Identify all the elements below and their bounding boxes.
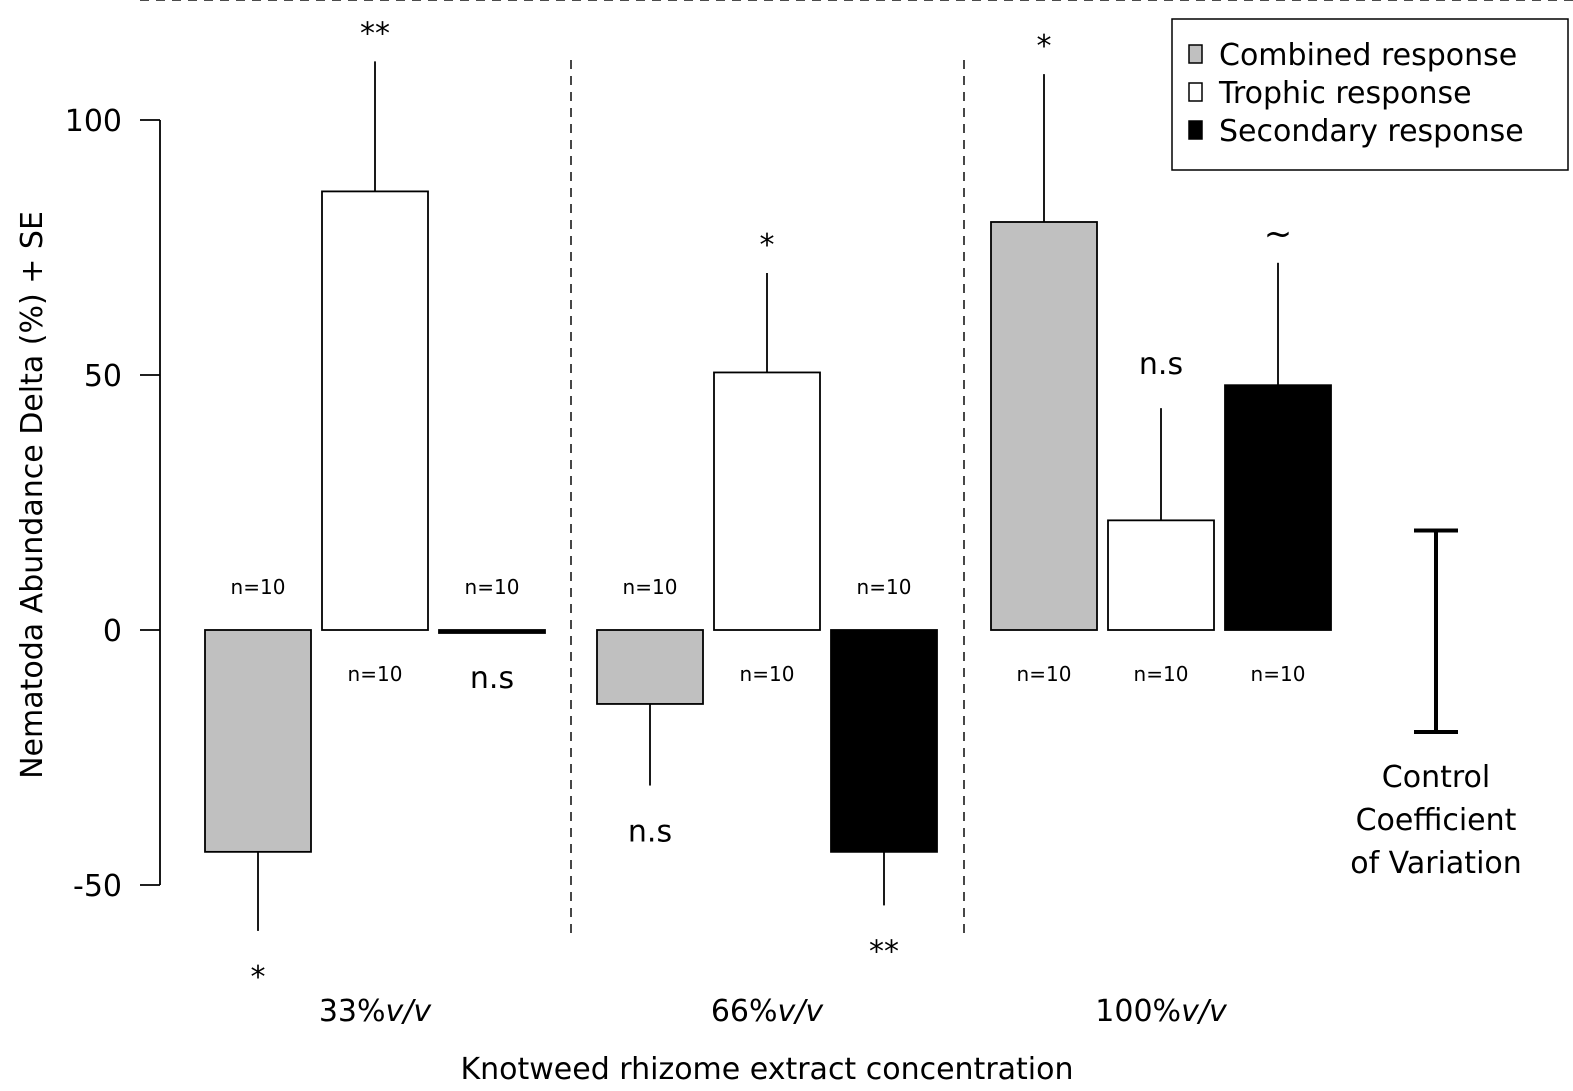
legend-label: Secondary response [1219, 114, 1524, 149]
group-separators [570, 60, 965, 935]
x-tick-label: 100%v/v [1095, 994, 1228, 1029]
category-value: 100% [1095, 994, 1181, 1029]
control-cv-label: Control [1382, 760, 1490, 795]
x-tick-label: 33%v/v [319, 994, 433, 1029]
bar-annotations: n=10 * n=10 n.s n=10 * n=10 ** n=10 * n=10 n.s n=10 n… [231, 16, 1306, 995]
significance-label: n.s [628, 815, 672, 850]
n-label: n=10 [1134, 662, 1189, 686]
bar-combined-response [596, 629, 704, 705]
significance-label: * [760, 228, 775, 263]
legend-swatch [1188, 44, 1203, 64]
category-unit: v/v [778, 994, 825, 1029]
x-axis: 33%v/v 66%v/v 100%v/v [319, 994, 1228, 1029]
category-value: 66% [711, 994, 778, 1029]
significance-label: n.s [1139, 347, 1183, 382]
bar-combined-response [204, 629, 312, 853]
bar-trophic-response [1107, 519, 1215, 631]
bar-secondary-response [438, 629, 546, 634]
bar-secondary-response [830, 629, 938, 853]
n-label: n=10 [1017, 662, 1072, 686]
y-tick-label: 50 [84, 359, 122, 394]
bars [204, 190, 1332, 853]
y-tick-label: 100 [65, 104, 122, 139]
bar-secondary-response [1224, 384, 1332, 631]
significance-label: ** [869, 934, 899, 969]
n-label: n=10 [857, 575, 912, 599]
n-label: n=10 [231, 575, 286, 599]
y-tick-label: -50 [73, 869, 122, 904]
error-bars [257, 61, 1279, 931]
bar-trophic-response [321, 190, 429, 631]
control-cv-bar: Control Coefficient of Variation [1350, 528, 1522, 881]
n-label: n=10 [740, 662, 795, 686]
category-value: 33% [319, 994, 386, 1029]
n-label: n=10 [348, 662, 403, 686]
significance-label: * [1037, 29, 1052, 64]
y-axis: -50 0 50 100 [65, 104, 161, 904]
significance-label: ** [360, 16, 390, 51]
x-axis-label: Knotweed rhizome extract concentration [460, 1052, 1073, 1087]
n-label: n=10 [1251, 662, 1306, 686]
significance-label: ~ [1264, 214, 1293, 254]
bar-trophic-response [713, 371, 821, 631]
category-unit: v/v [1181, 994, 1228, 1029]
n-label: n=10 [623, 575, 678, 599]
legend-swatch [1188, 120, 1203, 140]
bar-combined-response [990, 221, 1098, 631]
significance-label: n.s [470, 661, 514, 696]
y-tick-label: 0 [103, 614, 122, 649]
significance-label: * [251, 960, 266, 995]
legend-swatch [1188, 82, 1203, 102]
legend-label: Combined response [1219, 38, 1517, 73]
x-tick-label: 66%v/v [711, 994, 825, 1029]
category-unit: v/v [386, 994, 433, 1029]
n-label: n=10 [465, 575, 520, 599]
control-cv-label: Coefficient [1356, 803, 1517, 838]
y-axis-label: Nematoda Abundance Delta (%) + SE [15, 211, 50, 779]
legend-label: Trophic response [1218, 76, 1472, 111]
legend-box [1171, 18, 1569, 171]
control-cv-label: of Variation [1350, 846, 1522, 881]
